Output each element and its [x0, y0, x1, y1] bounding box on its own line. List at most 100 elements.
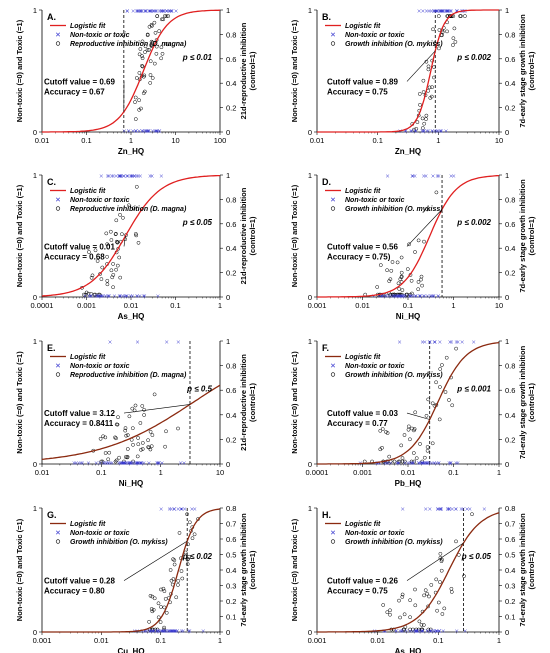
- inhibition-point: [420, 126, 425, 130]
- inhibition-point: [448, 14, 453, 18]
- binary-point: [114, 174, 118, 178]
- x-tick-label: 1: [451, 301, 455, 310]
- inhibition-point: [402, 612, 407, 617]
- inhibition-point: [426, 604, 430, 609]
- binary-point: [175, 629, 179, 633]
- inhibition-point: [418, 442, 422, 446]
- y-left-tick-label: 0: [33, 628, 37, 637]
- x-tick-label: 1: [159, 468, 163, 477]
- binary-point: [399, 629, 404, 633]
- binary-point: [404, 629, 408, 633]
- inhibition-point: [150, 24, 154, 28]
- inhibition-point: [187, 520, 192, 525]
- binary-point: [129, 174, 134, 178]
- inhibition-point: [438, 385, 442, 389]
- binary-point: [152, 629, 156, 633]
- binary-point: [159, 507, 163, 511]
- p-value-label: p ≤ 0.01: [182, 53, 213, 62]
- y-right-tick-label: 0.2: [226, 435, 236, 444]
- inhibition-point: [432, 65, 436, 70]
- inhibition-point: [90, 273, 95, 278]
- binary-point: [394, 294, 398, 298]
- binary-point: [193, 507, 197, 511]
- legend-inhibition-label: Growth inhibition (O. mykiss): [345, 41, 443, 48]
- x-tick-label: 1: [497, 468, 501, 477]
- y-right-tick-label: 0.6: [505, 535, 515, 544]
- binary-point: [96, 294, 100, 298]
- x-tick-label: 0.1: [372, 136, 382, 145]
- inhibition-point: [109, 238, 114, 242]
- binary-point: [201, 629, 205, 633]
- y-left-tick-label: 0: [33, 460, 37, 469]
- binary-point: [407, 294, 411, 298]
- inhibition-point: [414, 456, 419, 461]
- binary-point: [435, 129, 439, 133]
- binary-point: [110, 174, 114, 178]
- y-right-tick-label: 0.5: [505, 551, 515, 560]
- binary-point: [398, 629, 402, 633]
- binary-point: [99, 294, 103, 298]
- binary-point: [147, 129, 151, 133]
- legend-inhibition-swatch: [330, 206, 336, 211]
- legend-inhibition-label: Reproductive inhibition (D. magna): [70, 206, 187, 213]
- inhibition-point: [164, 14, 169, 18]
- binary-point: [117, 174, 121, 178]
- inhibition-point: [416, 238, 421, 243]
- binary-point: [108, 340, 112, 344]
- y-axis-label-right: 7d-eraly stage growth inhibition: [518, 345, 527, 459]
- x-tick-label: 0.01: [35, 136, 50, 145]
- inhibition-point: [419, 622, 424, 627]
- inhibition-point: [84, 290, 89, 295]
- inhibition-point: [125, 447, 130, 451]
- inhibition-point: [438, 555, 443, 560]
- binary-point: [118, 174, 123, 178]
- binary-point: [420, 629, 424, 633]
- y-axis-label-left: Non-toxic (=0) and Toxic (=1): [15, 19, 24, 122]
- inhibition-point: [124, 433, 129, 438]
- binary-point: [431, 174, 435, 178]
- binary-point: [432, 340, 437, 344]
- inhibition-point: [427, 594, 431, 599]
- binary-point: [444, 129, 448, 133]
- binary-point: [141, 294, 146, 298]
- binary-point: [159, 174, 164, 178]
- y-right-tick-label: 0: [505, 460, 509, 469]
- binary-point: [418, 629, 422, 633]
- y-right-tick-label: 0: [505, 128, 509, 137]
- inhibition-point: [159, 45, 164, 50]
- binary-point: [156, 461, 160, 465]
- binary-point: [156, 294, 160, 298]
- annotation-arrow: [406, 542, 464, 581]
- binary-point: [426, 129, 431, 133]
- inhibition-point: [106, 457, 111, 462]
- inhibition-point: [141, 91, 146, 96]
- p-value-label: p ≤ 0.05: [182, 218, 213, 227]
- y-right-tick-label: 0.7: [505, 520, 515, 529]
- x-tick-label: 0.01: [370, 636, 385, 645]
- inhibition-point: [101, 434, 105, 439]
- binary-point: [454, 340, 459, 344]
- inhibition-point: [444, 355, 449, 360]
- x-tick-label: 0.01: [124, 301, 139, 310]
- x-tick-label: 0.1: [96, 468, 106, 477]
- x-axis-label: Cu_HQ: [117, 647, 144, 653]
- y-right-tick-label: 0.2: [226, 104, 236, 113]
- inhibition-point: [160, 17, 164, 22]
- binary-point: [148, 629, 153, 633]
- logistic-fit-line: [317, 9, 499, 133]
- inhibition-point: [140, 64, 145, 69]
- binary-point: [147, 461, 151, 465]
- y-left-tick-label: 1: [308, 6, 312, 15]
- logistic-fit-line: [317, 341, 500, 465]
- binary-point: [101, 461, 106, 465]
- binary-point: [107, 174, 111, 178]
- inhibition-point: [104, 231, 109, 236]
- inhibition-point: [130, 426, 135, 431]
- inhibition-point: [192, 532, 197, 537]
- binary-point: [179, 629, 184, 633]
- inhibition-point: [417, 619, 422, 624]
- inhibition-point: [123, 428, 128, 433]
- binary-point: [167, 507, 172, 511]
- p-value-label: p ≤ 0.02: [182, 552, 213, 561]
